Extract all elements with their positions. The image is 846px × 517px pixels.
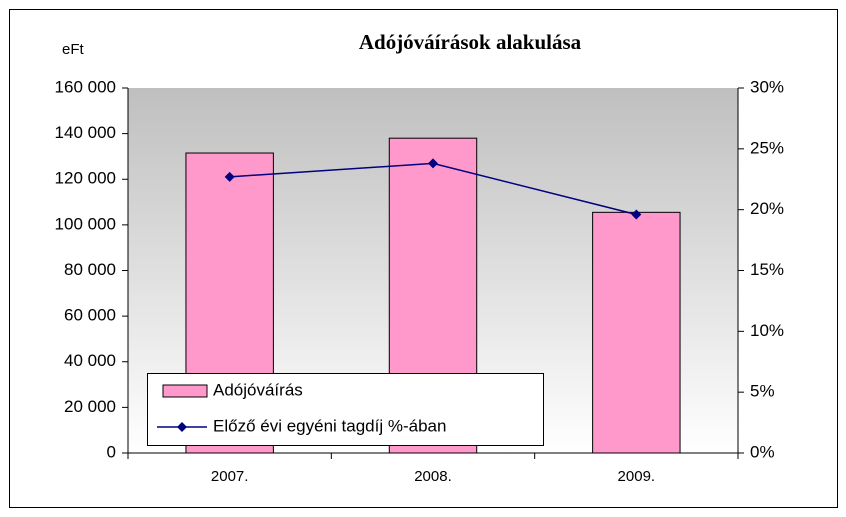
legend-marker (177, 422, 187, 432)
y-tick-label: 60 000 (64, 306, 116, 325)
y2-tick-label: 10% (750, 321, 784, 340)
y2-tick-label: 30% (750, 77, 784, 96)
legend-label: Adójóváírás (213, 380, 303, 399)
y2-tick-label: 25% (750, 138, 784, 157)
y-tick-label: 100 000 (55, 214, 116, 233)
x-tick-label: 2009. (618, 468, 656, 485)
chart-title: Adójóváírások alakulása (359, 30, 582, 54)
y-tick-label: 0 (107, 442, 116, 461)
y-tick-label: 20 000 (64, 397, 116, 416)
y2-tick-label: 15% (750, 260, 784, 279)
y2-tick-label: 0% (750, 442, 775, 461)
line-marker (631, 209, 642, 220)
line-marker (224, 171, 235, 182)
y2-tick-label: 5% (750, 382, 775, 401)
bar (592, 211, 681, 454)
line-marker (428, 158, 438, 169)
x-tick-label: 2007. (211, 468, 249, 485)
y-tick-label: 120 000 (55, 169, 116, 188)
y-axis-label: eFt (62, 41, 85, 58)
y-tick-label: 40 000 (64, 351, 116, 370)
y-tick-label: 140 000 (55, 123, 116, 142)
legend-label: Előző évi egyéni tagdíj %-ában (213, 416, 446, 435)
y-tick-label: 80 000 (64, 260, 116, 279)
y-tick-label: 160 000 (55, 77, 116, 96)
x-tick-label: 2008. (414, 468, 452, 485)
legend-box (147, 373, 544, 446)
y2-tick-label: 20% (750, 199, 784, 218)
legend-swatch (162, 384, 208, 398)
